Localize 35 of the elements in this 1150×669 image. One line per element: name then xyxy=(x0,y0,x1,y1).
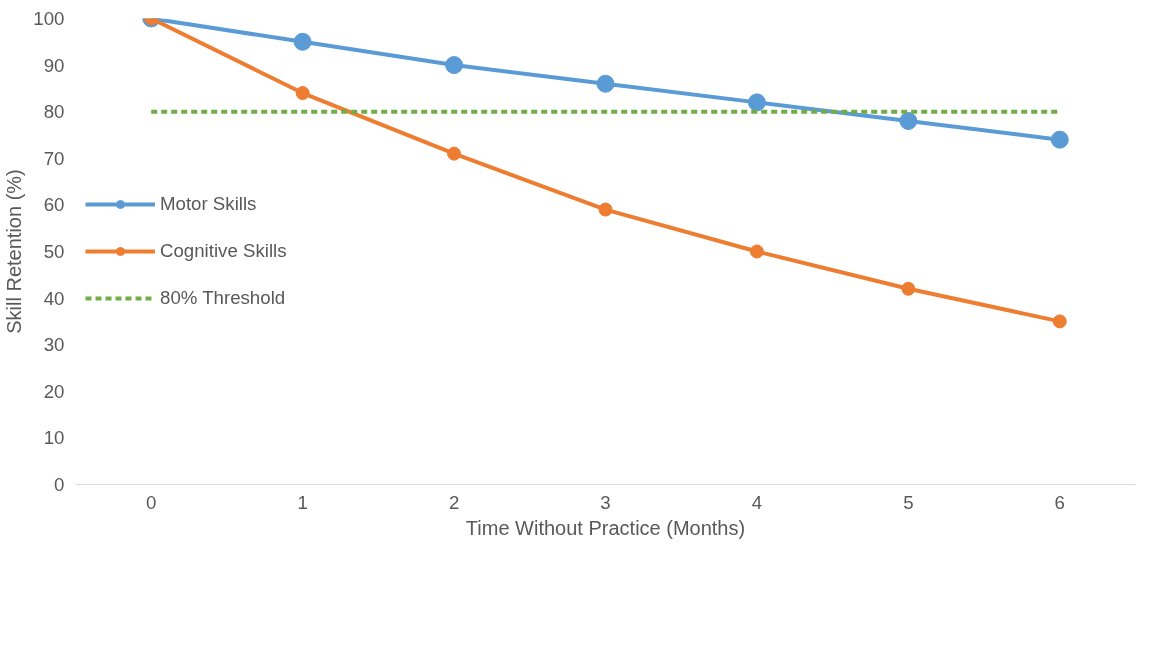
y-tick-label: 20 xyxy=(43,380,65,402)
point xyxy=(1052,314,1067,329)
y-tick-label: 10 xyxy=(43,427,65,449)
y-tick-label: 30 xyxy=(43,334,65,356)
point xyxy=(445,56,464,75)
y-tick-label: 80 xyxy=(43,101,65,123)
x-tick-label: 6 xyxy=(1054,491,1065,513)
point xyxy=(293,32,312,51)
point xyxy=(1050,130,1069,149)
point xyxy=(598,202,613,217)
legend-label: Cognitive Skills xyxy=(160,240,287,262)
legend-label: Motor Skills xyxy=(160,193,257,215)
x-tick-label: 1 xyxy=(297,491,308,513)
legend-label: 80% Threshold xyxy=(160,287,286,309)
y-tick-label: 90 xyxy=(43,54,65,76)
y-tick-label: 60 xyxy=(43,194,65,216)
y-tick-label: 50 xyxy=(43,241,65,262)
y-tick-label: 0 xyxy=(54,474,65,495)
y-axis-title: Skill Retention (%) xyxy=(3,169,26,334)
x-tick-label: 5 xyxy=(903,491,914,513)
point xyxy=(295,86,310,101)
x-axis-title: Time Without Practice (Months) xyxy=(465,516,746,539)
x-tick-label: 4 xyxy=(751,491,763,513)
point xyxy=(596,74,615,93)
x-tick-label: 3 xyxy=(600,491,611,513)
y-tick-label: 100 xyxy=(33,8,65,29)
point xyxy=(899,112,918,130)
point xyxy=(447,146,462,161)
point xyxy=(901,281,916,296)
y-tick-label: 40 xyxy=(43,287,65,309)
point xyxy=(749,244,764,259)
x-tick-label: 2 xyxy=(448,491,460,513)
point xyxy=(747,93,766,112)
x-tick-label: 0 xyxy=(146,491,157,513)
y-tick-label: 70 xyxy=(43,147,65,169)
